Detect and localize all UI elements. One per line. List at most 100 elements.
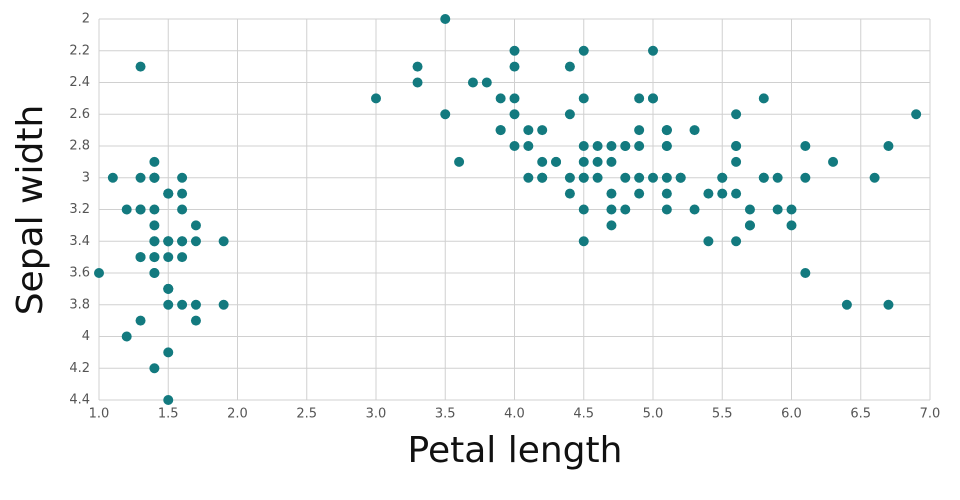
- point: [177, 299, 188, 310]
- point: [578, 141, 589, 151]
- point: [163, 252, 174, 263]
- point: [551, 156, 562, 167]
- point: [135, 61, 146, 72]
- x-tick-label: 5.0: [643, 407, 664, 422]
- point: [135, 252, 146, 263]
- point: [135, 172, 146, 183]
- y-tick-label: 3.6: [69, 266, 90, 281]
- y-tick-label: 2.4: [69, 75, 90, 90]
- point: [467, 77, 478, 88]
- point: [689, 125, 700, 136]
- point: [578, 93, 589, 104]
- point: [564, 172, 575, 183]
- point: [149, 220, 160, 231]
- point: [177, 236, 188, 247]
- point: [149, 156, 160, 167]
- point: [800, 268, 811, 278]
- point: [523, 141, 534, 151]
- point: [883, 141, 894, 151]
- point: [149, 204, 160, 215]
- point: [606, 156, 617, 167]
- point: [717, 172, 728, 183]
- point: [606, 220, 617, 231]
- point: [190, 236, 201, 247]
- point: [634, 188, 645, 199]
- point: [495, 125, 506, 136]
- point: [606, 188, 617, 199]
- point: [537, 172, 548, 183]
- y-tick-label: 4: [82, 329, 90, 344]
- point: [703, 188, 714, 199]
- point: [634, 125, 645, 136]
- point: [578, 172, 589, 183]
- point: [537, 156, 548, 167]
- point: [94, 268, 104, 278]
- x-tick-label: 6.0: [781, 407, 802, 422]
- point: [135, 204, 146, 215]
- point: [509, 61, 520, 72]
- point: [800, 172, 811, 183]
- point: [564, 61, 575, 72]
- point: [620, 141, 631, 151]
- point: [218, 236, 229, 247]
- point: [578, 204, 589, 215]
- y-tick-label: 4.4: [69, 393, 90, 408]
- point: [163, 299, 174, 310]
- point: [800, 141, 811, 151]
- point: [731, 156, 742, 167]
- point: [218, 299, 229, 310]
- point: [661, 172, 672, 183]
- point: [578, 156, 589, 167]
- point: [440, 109, 451, 120]
- y-tick-label: 3.8: [69, 297, 90, 312]
- point: [731, 188, 742, 199]
- point: [731, 109, 742, 120]
- point: [869, 172, 880, 183]
- point: [675, 172, 686, 183]
- point: [371, 93, 381, 104]
- point: [564, 188, 575, 199]
- point: [786, 220, 797, 231]
- x-tick-label: 6.5: [850, 407, 871, 422]
- x-tick-label: 1.5: [158, 407, 179, 422]
- y-tick-label: 4.2: [69, 361, 90, 376]
- x-tick-label: 5.5: [712, 407, 733, 422]
- point: [661, 125, 672, 136]
- point: [149, 252, 160, 263]
- x-axis-title: Petal length: [408, 430, 623, 471]
- point: [523, 172, 534, 183]
- point: [177, 188, 188, 199]
- y-tick-label: 2: [82, 12, 90, 27]
- point: [454, 156, 465, 167]
- point: [634, 172, 645, 183]
- point: [661, 141, 672, 151]
- y-tick-label: 2.2: [69, 43, 90, 58]
- x-tick-label: 2.5: [296, 407, 317, 422]
- point: [523, 125, 534, 136]
- point: [703, 236, 714, 247]
- point: [661, 204, 672, 215]
- point: [537, 125, 548, 136]
- x-tick-label: 2.0: [227, 407, 248, 422]
- point: [772, 204, 783, 215]
- y-tick-label: 2.8: [69, 139, 90, 154]
- point: [190, 315, 201, 326]
- point: [689, 204, 700, 215]
- point: [911, 109, 922, 120]
- point: [731, 236, 742, 247]
- point: [578, 236, 589, 247]
- point: [440, 14, 451, 24]
- point: [121, 331, 132, 342]
- point: [564, 109, 575, 120]
- point: [772, 172, 783, 183]
- point: [481, 77, 492, 88]
- point: [107, 172, 118, 183]
- point: [163, 236, 174, 247]
- y-axis-title: Sepal width: [10, 105, 51, 316]
- point: [509, 45, 520, 56]
- point: [841, 299, 852, 310]
- x-tick-label: 1.0: [89, 407, 110, 422]
- point: [149, 172, 160, 183]
- point: [758, 93, 769, 104]
